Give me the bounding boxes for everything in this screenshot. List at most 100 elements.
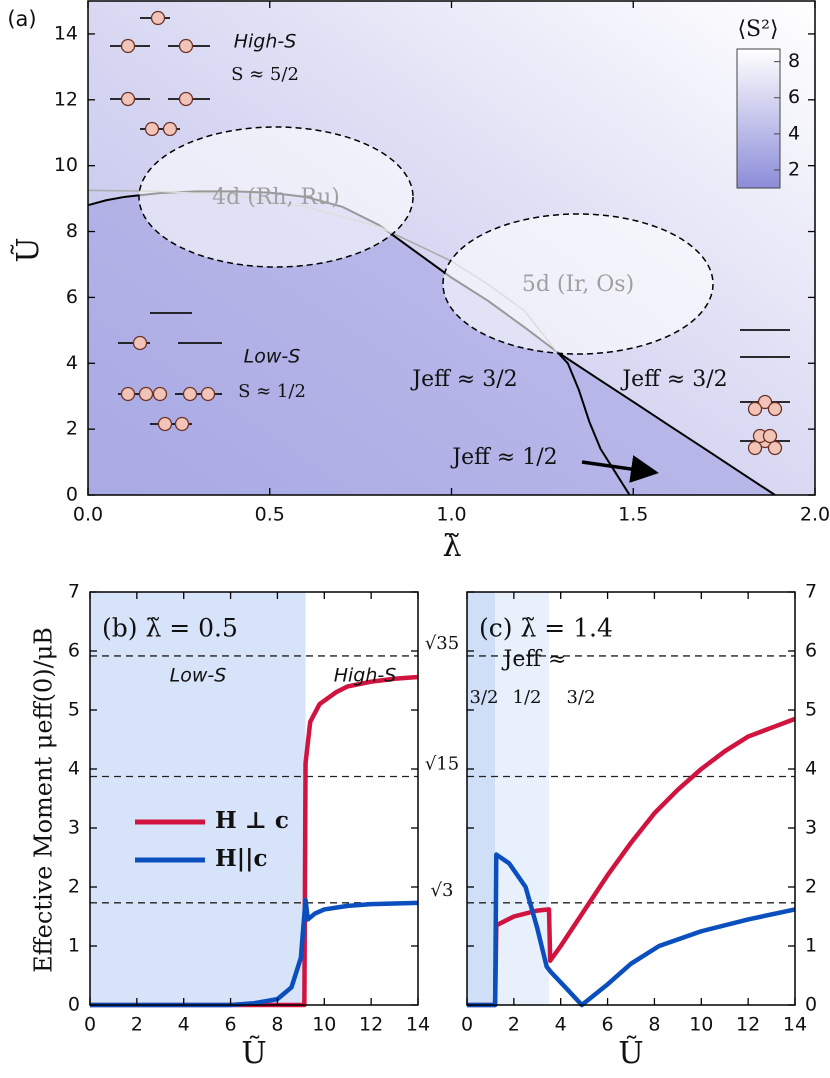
electron (767, 440, 783, 456)
y-tick-label: 7 (805, 581, 817, 603)
y-tick-label: 0 (805, 994, 817, 1016)
y-tick-label: 0 (68, 994, 80, 1016)
x-tick-label: 4 (555, 1014, 567, 1036)
electron (747, 401, 763, 417)
series-line (467, 852, 796, 1008)
legend-label: H||c (215, 845, 267, 872)
electron (757, 394, 773, 410)
y-tick-label: 8 (66, 220, 78, 242)
electron (182, 386, 198, 402)
series-line (556, 351, 631, 496)
x-tick-label: 6 (225, 1014, 237, 1036)
panel-title: (b) λ̃ = 0.5 (102, 614, 238, 643)
low-s-shading (88, 191, 776, 495)
electron (132, 335, 148, 351)
y-tick-label: 2 (68, 876, 80, 898)
annotation: High-S (234, 31, 297, 53)
colorbar-label: ⟨S²⟩ (737, 17, 778, 42)
x-axis-label: λ̃ (442, 529, 461, 564)
y-tick-label: 5 (805, 699, 817, 721)
x-tick-label: 2 (508, 1014, 520, 1036)
electron (152, 386, 168, 402)
annotation: 1/2 (513, 687, 542, 708)
x-tick-label: 0 (461, 1014, 473, 1036)
x-tick-label: 6 (602, 1014, 614, 1036)
y-tick-label: 3 (805, 817, 817, 839)
x-tick-label: 12 (736, 1014, 760, 1036)
x-tick-label: 2.0 (800, 504, 830, 526)
plot-frame (466, 591, 796, 1006)
y-tick-label: 6 (66, 286, 78, 308)
x-tick-label: 1.0 (436, 504, 466, 526)
annotation: Jeff ≈ (502, 647, 567, 672)
y-tick-label: 4 (66, 352, 78, 374)
panel-label: (a) (7, 7, 36, 31)
x-tick-label: 14 (406, 1014, 430, 1036)
electron (762, 428, 778, 444)
y-tick-label: 10 (54, 154, 78, 176)
region-band (90, 592, 306, 1005)
electron (200, 386, 216, 402)
x-axis-label: Ũ (241, 1035, 266, 1071)
colorbar-tick-label: 6 (788, 86, 800, 108)
region-band (467, 592, 496, 1005)
region-ellipse (138, 126, 414, 268)
x-tick-label: 4 (178, 1014, 190, 1036)
annotation: S ≈ 1/2 (238, 381, 306, 402)
reference-label: √3 (431, 880, 454, 901)
electron (178, 38, 194, 54)
reference-label: √35 (425, 633, 459, 654)
x-tick-label: 10 (689, 1014, 713, 1036)
y-tick-label: 4 (68, 758, 80, 780)
electron (747, 440, 763, 456)
y-tick-label: 6 (805, 640, 817, 662)
legend-label: H ⊥ c (215, 807, 289, 834)
y-tick-label: 7 (68, 581, 80, 603)
y-axis-label: Effective Moment μeff(0)/μB (30, 627, 58, 973)
y-axis-label: Ũ (10, 237, 46, 262)
x-tick-label: 14 (783, 1014, 807, 1036)
annotation: Jeff ≈ 3/2 (410, 367, 517, 392)
x-tick-label: 10 (312, 1014, 336, 1036)
x-tick-label: 12 (359, 1014, 383, 1036)
electron (178, 91, 194, 107)
region-ellipse (442, 213, 714, 355)
y-tick-label: 5 (68, 699, 80, 721)
annotation: Low-S (244, 346, 301, 368)
x-tick-label: 0 (84, 1014, 96, 1036)
electron (120, 38, 136, 54)
panel-title: (c) λ̃ = 1.4 (479, 614, 613, 643)
electron (150, 10, 166, 26)
x-tick-label: 0.5 (255, 504, 285, 526)
electron (120, 91, 136, 107)
y-tick-label: 2 (66, 418, 78, 440)
y-tick-label: 0 (66, 484, 78, 506)
annotation: High-S (334, 665, 397, 687)
electron (138, 386, 154, 402)
y-tick-label: 1 (68, 935, 80, 957)
series-line (467, 716, 796, 1008)
annotation: S ≈ 5/2 (231, 64, 299, 85)
annotation: 3/2 (470, 687, 499, 708)
electron (120, 386, 136, 402)
y-tick-label: 14 (54, 22, 78, 44)
colorbar-tick-label: 8 (788, 50, 800, 72)
plot-frame (89, 591, 419, 1006)
electron (174, 416, 190, 432)
electron (144, 121, 160, 137)
annotation: Low-S (170, 665, 227, 687)
electron (157, 416, 173, 432)
y-tick-label: 1 (805, 935, 817, 957)
x-tick-label: 0.0 (73, 504, 103, 526)
x-tick-label: 8 (271, 1014, 283, 1036)
y-tick-label: 12 (54, 88, 78, 110)
electron (162, 121, 178, 137)
y-tick-label: 3 (68, 817, 80, 839)
reference-label: √15 (425, 753, 459, 774)
x-tick-label: 8 (648, 1014, 660, 1036)
annotation: Jeff ≈ 3/2 (620, 367, 727, 392)
annotation: Jeff ≈ 1/2 (450, 445, 557, 470)
y-tick-label: 6 (68, 640, 80, 662)
colorbar-tick-label: 2 (788, 158, 800, 180)
